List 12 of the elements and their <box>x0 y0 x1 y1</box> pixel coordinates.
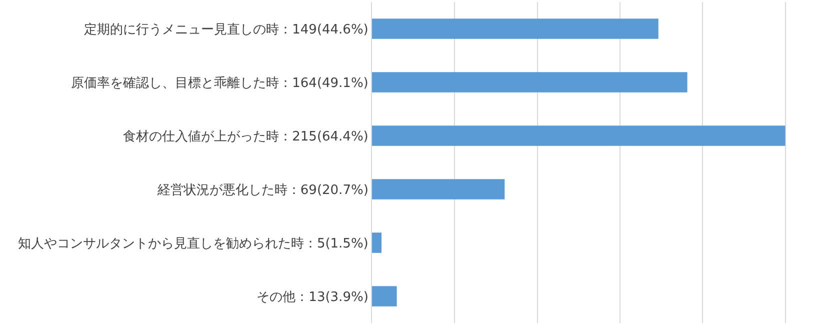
y-tick-label: 原価率を確認し、目標と乖離した時：164(49.1%) <box>71 74 368 91</box>
bar <box>372 286 397 306</box>
y-tick-label: 食材の仕入値が上がった時：215(64.4%) <box>123 129 368 144</box>
bar <box>372 72 688 92</box>
bar <box>372 126 786 146</box>
y-tick-label: 経営状況が悪化した時：69(20.7%) <box>156 182 368 198</box>
y-tick-label: 知人やコンサルタントから見直しを勧められた時：5(1.5%) <box>18 236 368 252</box>
bar <box>372 232 382 253</box>
bar <box>372 179 505 200</box>
bar <box>372 18 658 39</box>
y-tick-label: その他：13(3.9%) <box>256 290 368 305</box>
y-tick-label: 定期的に行うメニュー見直しの時：149(44.6%) <box>84 22 368 38</box>
